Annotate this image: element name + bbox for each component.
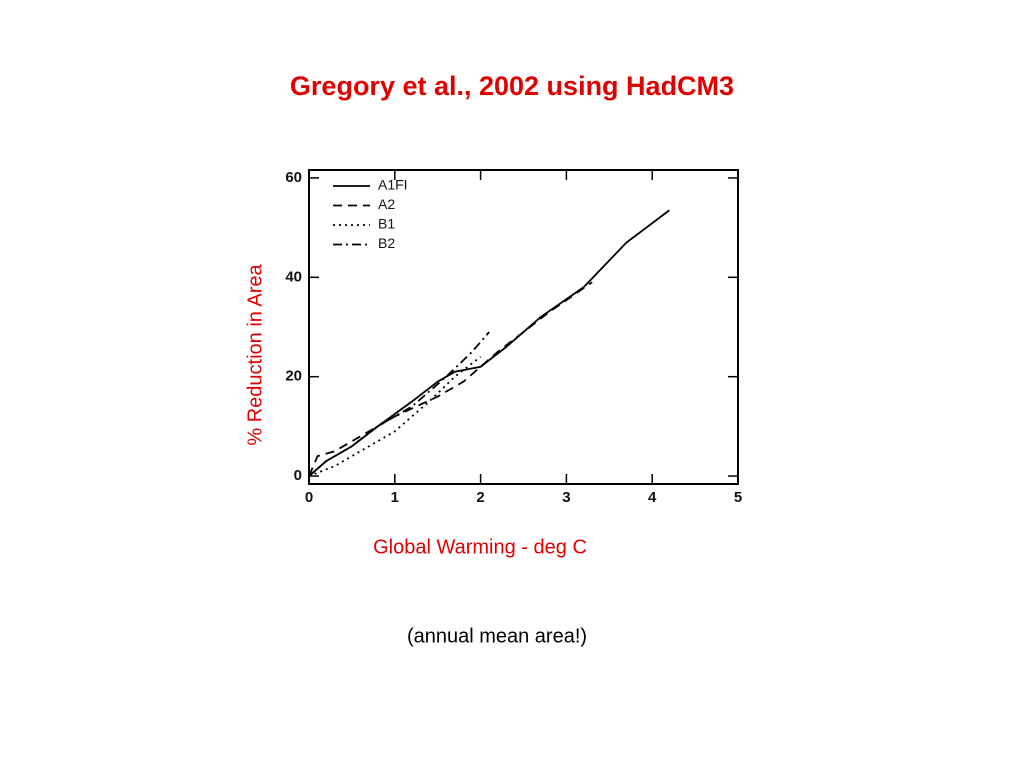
series-line [308, 209, 670, 477]
x-tick-label: 4 [648, 489, 657, 506]
series-line [308, 281, 593, 477]
legend-label: B1 [378, 216, 395, 232]
legend-label: A2 [378, 196, 395, 212]
y-tick-label: 60 [285, 169, 302, 186]
x-tick-label: 2 [476, 489, 484, 506]
y-axis-label: % Reduction in Area [244, 264, 266, 446]
legend-label: A1FI [378, 177, 408, 193]
series-line [308, 331, 490, 477]
y-tick-label: 40 [285, 268, 302, 285]
legend-label: B2 [378, 235, 395, 251]
x-tick-label: 5 [734, 489, 742, 506]
plot-frame [308, 169, 739, 485]
x-axis-label: Global Warming - deg C [373, 536, 587, 558]
note: (annual mean area!) [407, 625, 587, 647]
chart-title: Gregory et al., 2002 using HadCM3 [290, 71, 734, 101]
series-line [308, 356, 482, 477]
x-tick-label: 3 [562, 489, 570, 506]
x-tick-label: 0 [305, 489, 313, 506]
x-tick-label: 1 [391, 489, 399, 506]
y-tick-label: 20 [285, 368, 302, 385]
y-tick-label: 0 [294, 467, 302, 484]
